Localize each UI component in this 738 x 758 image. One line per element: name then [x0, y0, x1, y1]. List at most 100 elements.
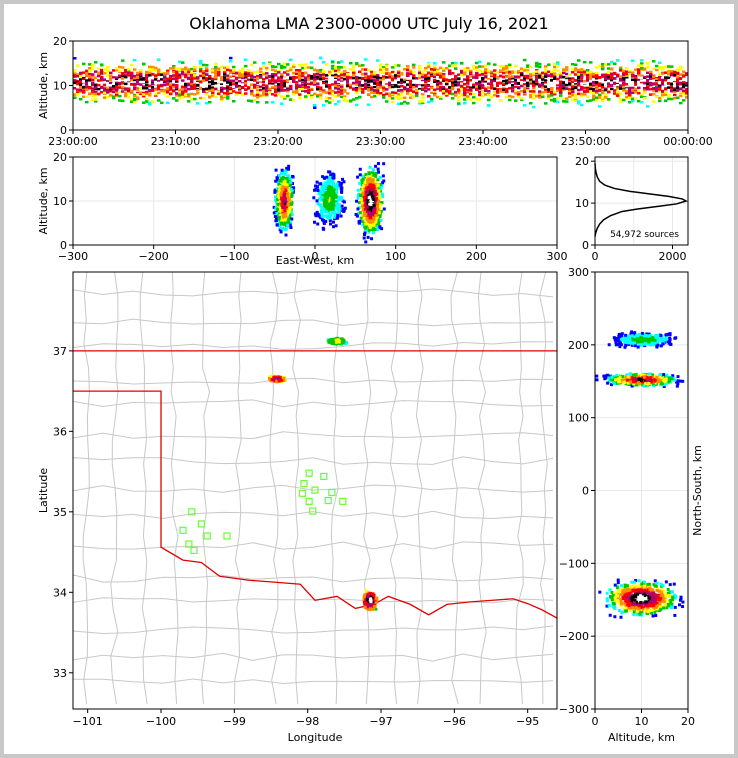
source-density-cell [544, 65, 548, 68]
source-density-cell [538, 85, 542, 88]
source-density-cell [532, 90, 536, 93]
source-density-cell [397, 102, 401, 106]
source-density-cell [619, 79, 623, 82]
source-density-cell [580, 88, 584, 91]
source-density-cell [369, 183, 373, 187]
source-density-cell [279, 226, 283, 230]
source-density-cell [637, 80, 641, 84]
source-density-cell [550, 70, 554, 73]
source-density-cell [409, 79, 413, 83]
source-density-cell [466, 77, 470, 80]
source-density-cell [607, 85, 611, 88]
source-density-cell [652, 89, 656, 92]
source-density-cell [371, 225, 375, 229]
source-density-cell [109, 86, 113, 90]
source-density-cell [526, 79, 530, 82]
source-density-cell [478, 98, 482, 101]
source-density-cell [317, 203, 321, 207]
source-density-cell [103, 90, 107, 93]
source-density-cell [493, 79, 497, 83]
source-density-cell [290, 182, 294, 186]
source-density-cell [226, 95, 230, 98]
east-west-tick-label: 200 [466, 250, 487, 263]
source-density-cell [661, 77, 665, 80]
source-density-cell [259, 67, 263, 70]
source-density-cell [286, 203, 290, 207]
source-density-cell [184, 93, 188, 97]
source-density-cell [580, 79, 584, 83]
count-tick-label: 0 [592, 250, 599, 263]
source-density-cell [277, 174, 281, 178]
source-density-cell [685, 81, 689, 85]
source-density-cell [214, 72, 218, 75]
source-density-cell [328, 101, 332, 104]
source-density-cell [625, 84, 629, 88]
source-density-cell [502, 75, 506, 79]
source-density-cell [574, 63, 578, 67]
source-density-cell [275, 216, 279, 220]
source-density-cell [676, 68, 680, 71]
source-density-cell [199, 96, 203, 100]
source-density-cell [574, 73, 578, 76]
source-density-cell [433, 75, 437, 79]
source-density-cell [661, 72, 665, 75]
source-density-cell [586, 71, 590, 74]
source-density-cell [325, 63, 329, 66]
source-density-cell [244, 64, 248, 68]
source-density-cell [502, 79, 506, 83]
source-density-cell [100, 68, 104, 72]
source-density-cell [466, 68, 470, 72]
source-density-cell [268, 80, 272, 83]
altitude-time-panel: 23:00:00 23:10:00 23:20:00 23:30:00 23:40:00… [37, 35, 713, 148]
source-density-cell [370, 193, 374, 197]
source-density-cell [493, 93, 497, 97]
source-density-cell [326, 179, 330, 183]
source-density-cell [247, 69, 251, 72]
source-density-cell [301, 83, 305, 86]
source-density-cell [583, 73, 587, 76]
source-density-cell [496, 75, 500, 79]
source-density-cell [613, 71, 617, 75]
source-density-cell [289, 98, 293, 101]
source-density-cell [418, 102, 422, 105]
source-density-cell [367, 83, 371, 87]
source-density-cell [106, 95, 110, 99]
source-density-cell [283, 79, 287, 83]
source-density-cell [418, 73, 422, 77]
source-density-cell [316, 82, 320, 85]
east-west-tick-label: −200 [139, 250, 169, 263]
source-density-cell [661, 80, 665, 83]
source-density-cell [493, 73, 497, 76]
source-density-cell [334, 195, 338, 199]
source-density-cell [622, 89, 626, 92]
source-density-cell [373, 78, 377, 82]
source-density-cell [493, 81, 497, 85]
source-density-cell [151, 82, 155, 86]
source-density-cell [472, 83, 476, 86]
source-density-cell [142, 86, 146, 90]
source-density-cell [616, 80, 620, 83]
source-density-cell [682, 81, 686, 84]
source-density-cell [332, 188, 336, 192]
source-density-cell [649, 83, 653, 87]
source-density-cell [385, 67, 389, 71]
source-density-cell [538, 73, 542, 76]
source-density-cell [610, 81, 614, 84]
source-density-cell [363, 176, 367, 180]
source-density-cell [658, 66, 662, 69]
source-density-cell [178, 75, 182, 79]
source-density-cell [376, 218, 380, 222]
source-density-cell [412, 78, 416, 82]
source-density-cell [370, 78, 374, 82]
source-density-cell [375, 196, 379, 200]
source-density-cell [394, 81, 398, 84]
source-density-cell [359, 199, 363, 203]
source-density-cell [532, 81, 536, 85]
source-density-cell [592, 72, 596, 76]
source-density-cell [544, 70, 548, 73]
source-density-cell [403, 87, 407, 90]
source-density-cell [307, 81, 311, 84]
source-density-cell [637, 71, 641, 75]
source-density-cell [235, 93, 239, 97]
source-density-cell [502, 90, 506, 93]
